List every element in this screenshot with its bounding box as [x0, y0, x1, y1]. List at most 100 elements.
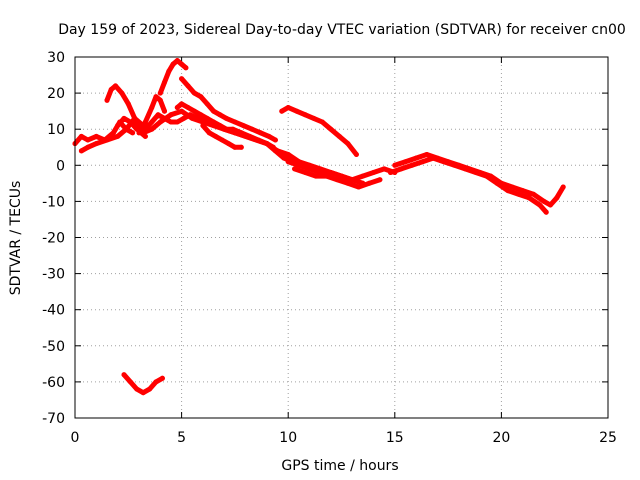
data-point — [187, 112, 193, 118]
data-point — [509, 184, 515, 190]
data-point — [115, 133, 121, 139]
x-tick-label: 15 — [386, 430, 404, 446]
data-point — [281, 155, 287, 161]
data-point — [181, 115, 187, 121]
data-point — [353, 152, 359, 157]
data-point — [174, 119, 180, 125]
data-point — [307, 166, 312, 172]
data-point — [200, 123, 206, 129]
data-point — [345, 141, 351, 147]
y-tick-label: -30 — [42, 267, 65, 283]
data-point — [142, 133, 148, 139]
data-point — [223, 126, 229, 132]
data-point — [526, 195, 532, 201]
data-point — [119, 90, 125, 96]
data-point — [153, 379, 159, 385]
data-point — [174, 105, 180, 110]
data-point — [328, 126, 334, 132]
data-point — [388, 170, 393, 175]
data-point — [302, 170, 308, 175]
data-point — [311, 115, 317, 121]
data-point — [125, 101, 131, 107]
data-point — [108, 87, 114, 92]
data-point — [247, 133, 253, 139]
data-point — [113, 83, 118, 89]
data-point — [123, 126, 129, 132]
data-point — [285, 105, 291, 110]
x-tick-label: 5 — [177, 430, 186, 446]
x-axis-title: GPS time / hours — [281, 458, 398, 474]
data-point — [174, 58, 180, 64]
data-point — [441, 159, 447, 165]
data-point — [226, 141, 231, 147]
data-point — [324, 173, 330, 179]
data-point — [85, 137, 91, 143]
data-point — [136, 130, 142, 136]
data-point — [78, 148, 84, 154]
data-point — [313, 173, 319, 179]
y-tick-label: 0 — [56, 158, 65, 174]
data-point — [360, 173, 366, 179]
y-axis-title: SDTVAR / TECUs — [8, 181, 24, 296]
data-point — [130, 130, 136, 136]
data-point — [147, 386, 153, 392]
data-point — [217, 123, 223, 129]
data-point — [285, 159, 291, 165]
data-point — [452, 162, 457, 168]
data-point — [149, 126, 155, 132]
data-point — [213, 133, 219, 139]
data-point — [371, 170, 376, 175]
data-point — [93, 133, 99, 139]
data-point — [142, 119, 148, 125]
data-point — [473, 170, 479, 175]
data-point — [266, 133, 272, 139]
data-point — [223, 115, 229, 121]
y-tick-label: 30 — [47, 50, 65, 66]
data-point — [302, 112, 308, 118]
data-point — [230, 126, 236, 132]
data-point — [191, 90, 197, 96]
data-point — [403, 159, 408, 165]
data-point — [554, 195, 560, 201]
data-point — [121, 372, 127, 378]
data-point — [78, 133, 84, 139]
data-point — [413, 155, 419, 161]
data-point — [140, 390, 146, 396]
series — [72, 58, 566, 396]
data-point — [132, 115, 138, 121]
series-16-line — [388, 155, 549, 215]
data-point — [275, 148, 280, 154]
data-point — [121, 115, 127, 121]
data-point — [505, 188, 511, 194]
data-point — [285, 152, 291, 157]
data-point — [377, 177, 383, 183]
data-point — [159, 375, 165, 381]
x-tick-label: 0 — [71, 430, 80, 446]
data-point — [198, 112, 204, 118]
data-point — [127, 379, 133, 385]
data-point — [249, 126, 255, 132]
data-point — [115, 123, 121, 129]
data-point — [104, 137, 110, 143]
y-tick-label: -40 — [42, 303, 65, 319]
data-point — [462, 166, 468, 172]
data-point — [319, 119, 325, 125]
data-point — [272, 137, 278, 143]
data-point — [494, 180, 500, 186]
data-point — [484, 173, 489, 179]
data-point — [420, 159, 425, 165]
data-point — [157, 90, 163, 96]
data-point — [381, 166, 387, 172]
data-point — [198, 94, 204, 100]
x-tick-label: 25 — [599, 430, 617, 446]
data-point — [349, 177, 355, 183]
data-point — [345, 180, 351, 186]
data-point — [430, 155, 436, 161]
data-point — [520, 188, 526, 194]
y-tick-label: -20 — [42, 231, 65, 247]
data-point — [93, 141, 99, 147]
data-point — [217, 112, 223, 118]
data-point — [183, 65, 189, 71]
y-tick-label: -10 — [42, 194, 65, 210]
data-point — [155, 112, 161, 118]
